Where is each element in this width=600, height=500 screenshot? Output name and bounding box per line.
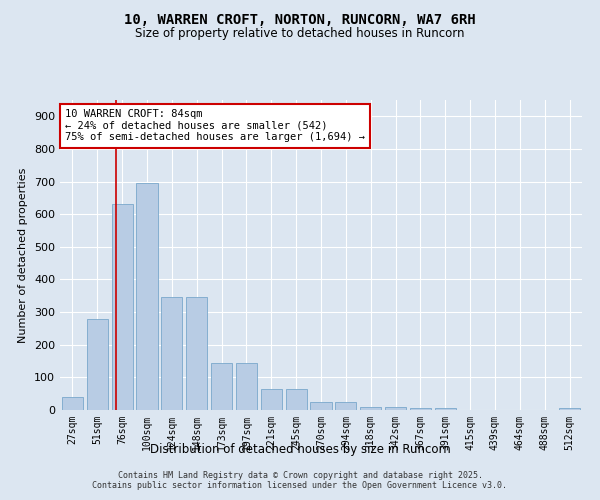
Bar [310, 402, 332, 410]
Bar [211, 362, 232, 410]
Bar [112, 204, 133, 410]
Text: 10 WARREN CROFT: 84sqm
← 24% of detached houses are smaller (542)
75% of semi-de: 10 WARREN CROFT: 84sqm ← 24% of detached… [65, 110, 365, 142]
Bar [385, 406, 406, 410]
Text: 10, WARREN CROFT, NORTON, RUNCORN, WA7 6RH: 10, WARREN CROFT, NORTON, RUNCORN, WA7 6… [124, 12, 476, 26]
Y-axis label: Number of detached properties: Number of detached properties [19, 168, 28, 342]
Bar [410, 408, 431, 410]
Bar [360, 406, 381, 410]
Text: Distribution of detached houses by size in Runcorn: Distribution of detached houses by size … [149, 442, 451, 456]
Bar [286, 389, 307, 410]
Bar [62, 397, 83, 410]
Bar [236, 362, 257, 410]
Bar [161, 298, 182, 410]
Text: Contains HM Land Registry data © Crown copyright and database right 2025.
Contai: Contains HM Land Registry data © Crown c… [92, 470, 508, 490]
Bar [559, 408, 580, 410]
Bar [435, 408, 456, 410]
Text: Size of property relative to detached houses in Runcorn: Size of property relative to detached ho… [135, 28, 465, 40]
Bar [87, 318, 108, 410]
Bar [136, 183, 158, 410]
Bar [186, 298, 207, 410]
Bar [261, 389, 282, 410]
Bar [335, 402, 356, 410]
